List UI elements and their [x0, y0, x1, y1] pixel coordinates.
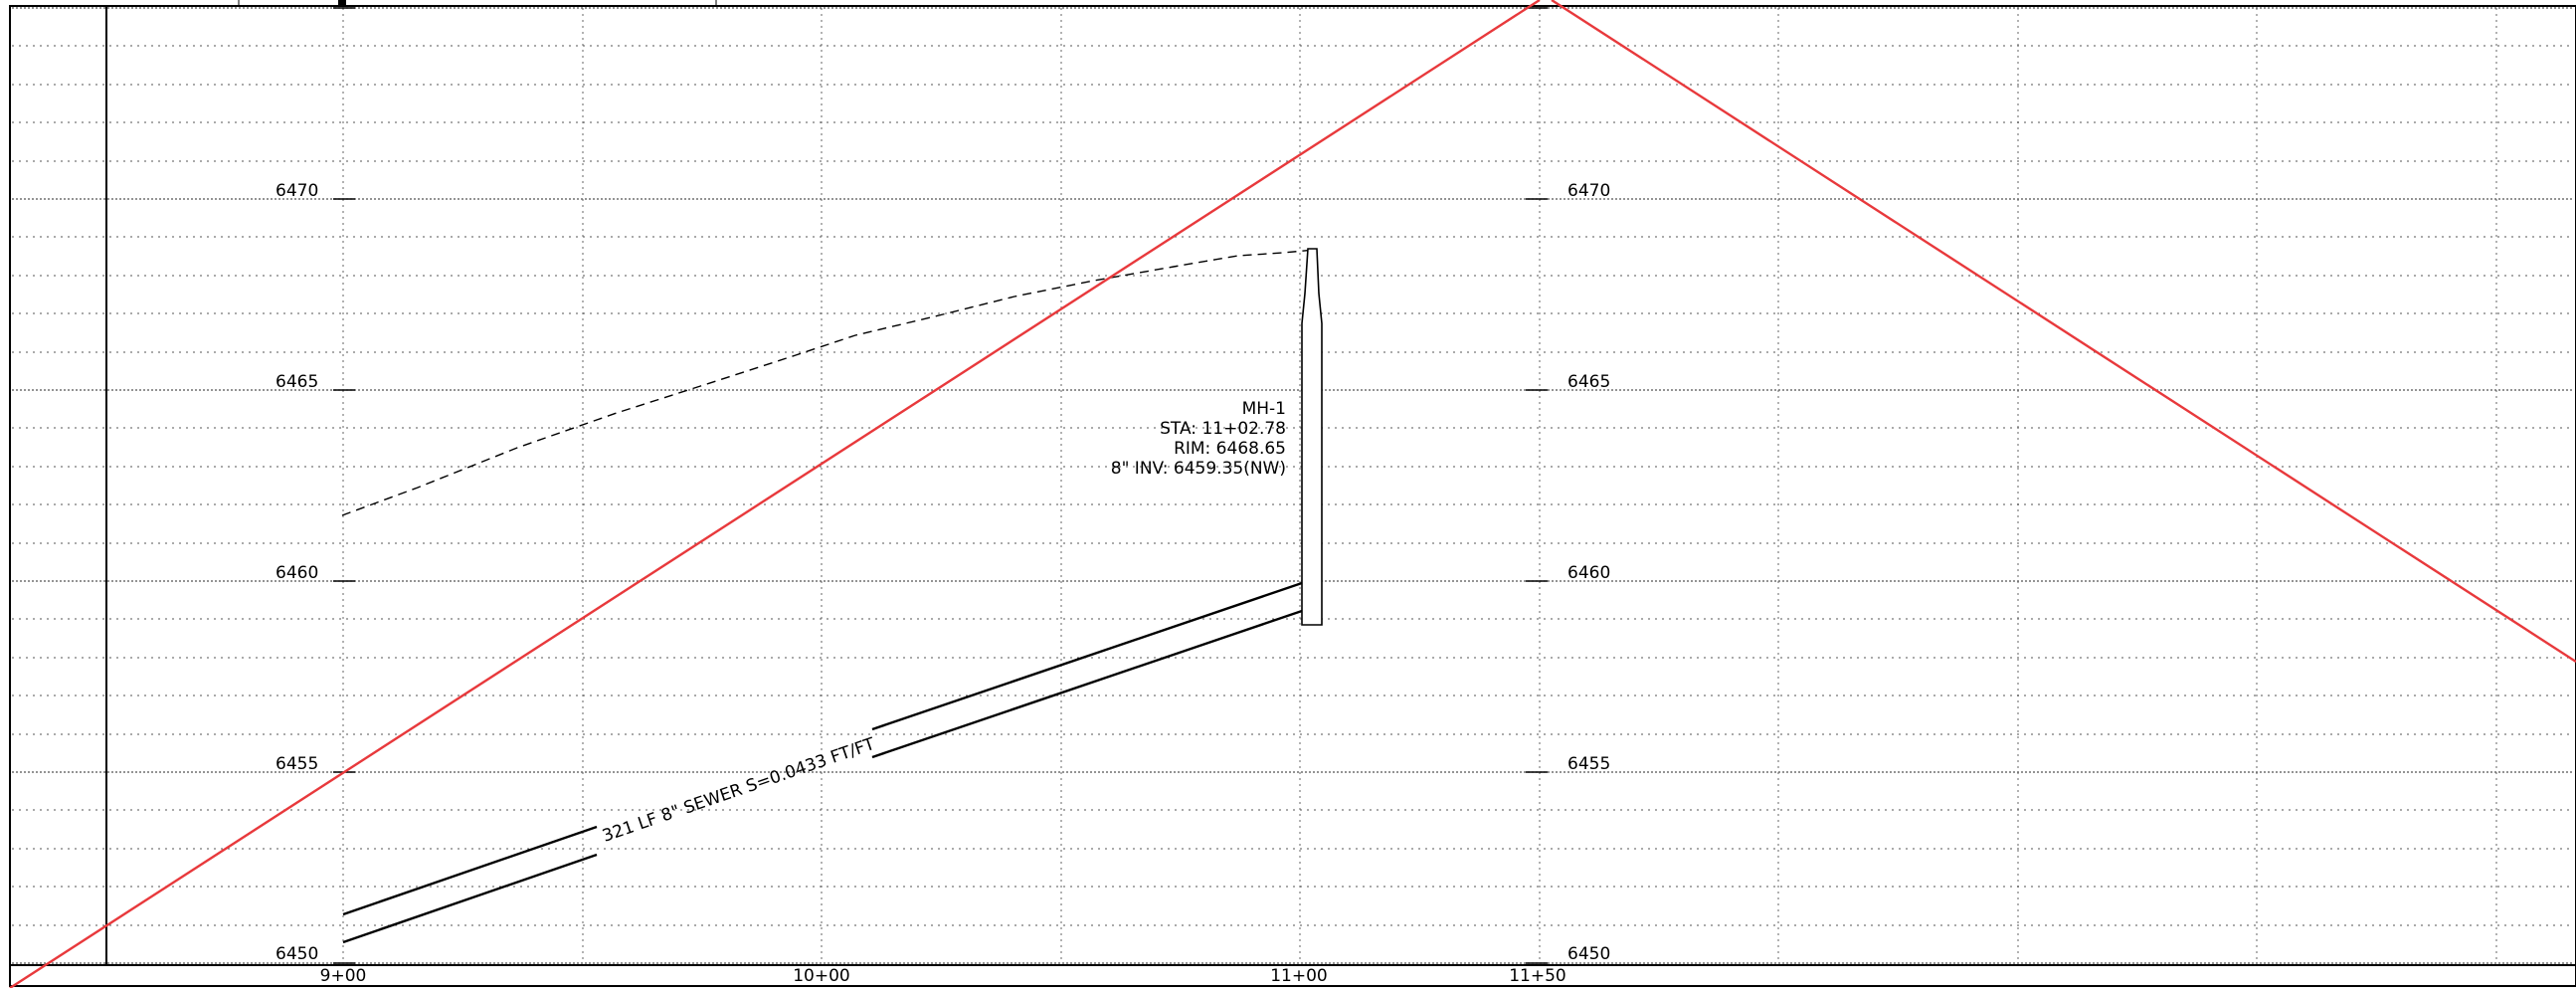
manhole-name: MH-1 [1242, 399, 1286, 419]
manhole-notes: MH-1 STA: 11+02.78 RIM: 6468.65 8" INV: … [1111, 399, 1286, 479]
grid [12, 7, 2574, 964]
station-label-11-00: 11+00 [1270, 966, 1328, 986]
manhole-structure [1301, 248, 1323, 626]
elev-label-6460: 6460 [276, 563, 318, 583]
elev-label-6460-right: 6460 [1567, 563, 1610, 583]
top-mark [338, 0, 346, 6]
manhole-invert: 8" INV: 6459.35(NW) [1111, 459, 1286, 479]
elev-label-6470-right: 6470 [1567, 181, 1610, 201]
elevation-ticks [333, 7, 1548, 964]
elev-label-6450: 6450 [276, 944, 318, 964]
manhole-rim: RIM: 6468.65 [1174, 439, 1286, 459]
elevation-labels-right: 6470 6465 6460 6455 6450 [1567, 181, 1610, 964]
elev-label-6455-right: 6455 [1567, 754, 1610, 774]
elev-label-6450-right: 6450 [1567, 944, 1610, 964]
pipe-top-line-right [871, 581, 1303, 731]
station-label-9-00: 9+00 [320, 966, 367, 986]
pipe-label: 321 LF 8" SEWER S=0.0433 FT/FT [600, 734, 878, 847]
red-line-right [1551, 0, 2576, 664]
pipe-bottom-line-right [871, 609, 1303, 759]
red-line-left [9, 0, 1541, 990]
elev-label-6465: 6465 [276, 372, 318, 392]
existing-ground-line [341, 249, 1316, 516]
elev-label-6455: 6455 [276, 754, 318, 774]
sheet-border [9, 5, 2576, 987]
pipe-top-line-left [342, 825, 598, 916]
station-label-11-50: 11+50 [1509, 966, 1566, 986]
elev-label-6470: 6470 [276, 181, 318, 201]
station-label-10-00: 10+00 [793, 966, 850, 986]
station-labels: 9+00 10+00 11+00 11+50 [320, 966, 1566, 986]
elevation-labels-left: 6470 6465 6460 6455 6450 [276, 181, 318, 964]
pipe-bottom-line-left [342, 853, 598, 944]
manhole-station: STA: 11+02.78 [1160, 419, 1286, 439]
sewer-pipe: 321 LF 8" SEWER S=0.0433 FT/FT [342, 581, 1303, 944]
elev-label-6465-right: 6465 [1567, 372, 1610, 392]
